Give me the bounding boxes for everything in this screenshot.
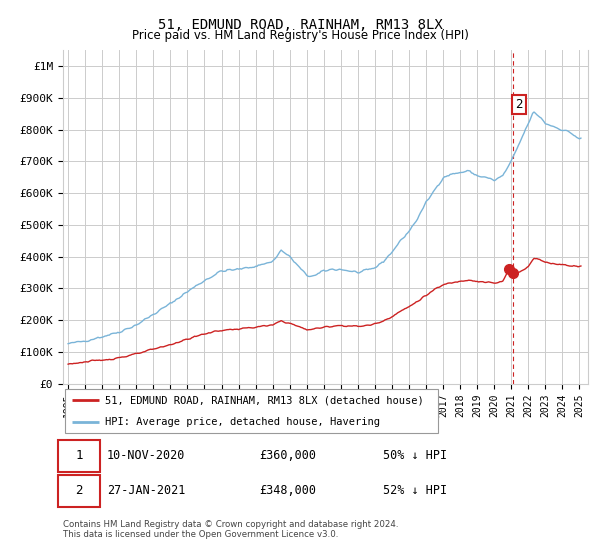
Text: 27-JAN-2021: 27-JAN-2021 <box>107 484 185 497</box>
Text: 10-NOV-2020: 10-NOV-2020 <box>107 449 185 463</box>
Text: 2: 2 <box>515 98 523 111</box>
Text: £348,000: £348,000 <box>259 484 316 497</box>
Text: 1: 1 <box>75 449 83 463</box>
Text: 52% ↓ HPI: 52% ↓ HPI <box>383 484 447 497</box>
Text: 51, EDMUND ROAD, RAINHAM, RM13 8LX: 51, EDMUND ROAD, RAINHAM, RM13 8LX <box>158 18 442 32</box>
FancyBboxPatch shape <box>65 389 439 433</box>
Text: £360,000: £360,000 <box>259 449 316 463</box>
Text: Price paid vs. HM Land Registry's House Price Index (HPI): Price paid vs. HM Land Registry's House … <box>131 29 469 42</box>
FancyBboxPatch shape <box>58 474 100 507</box>
Text: HPI: Average price, detached house, Havering: HPI: Average price, detached house, Have… <box>104 417 380 427</box>
Text: 2: 2 <box>75 484 83 497</box>
FancyBboxPatch shape <box>58 440 100 472</box>
Text: 51, EDMUND ROAD, RAINHAM, RM13 8LX (detached house): 51, EDMUND ROAD, RAINHAM, RM13 8LX (deta… <box>104 395 424 405</box>
Text: 50% ↓ HPI: 50% ↓ HPI <box>383 449 447 463</box>
Text: Contains HM Land Registry data © Crown copyright and database right 2024.
This d: Contains HM Land Registry data © Crown c… <box>63 520 398 539</box>
